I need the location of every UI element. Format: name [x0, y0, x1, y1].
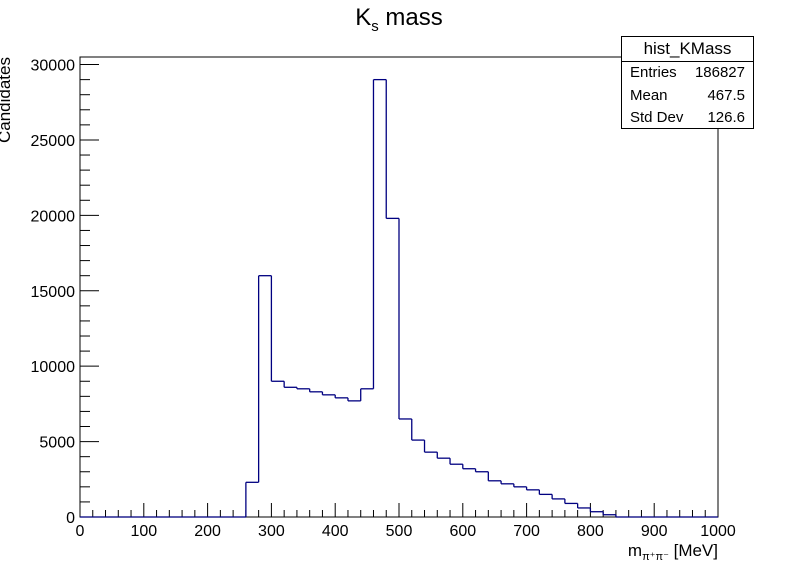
- x-tick-label: 400: [322, 523, 349, 540]
- stats-row-entries: Entries 186827: [630, 64, 745, 81]
- y-tick-label: 20000: [31, 208, 76, 225]
- x-tick-label: 0: [76, 523, 85, 540]
- chart-title: Ks mass: [355, 4, 443, 35]
- x-tick-label: 700: [513, 523, 540, 540]
- x-axis-label: mπ⁺π⁻ [MeV]: [628, 541, 718, 563]
- y-tick-label: 0: [66, 510, 75, 527]
- x-tick-label: 600: [449, 523, 476, 540]
- x-tick-label: 900: [641, 523, 668, 540]
- y-tick-label: 25000: [31, 133, 76, 150]
- stats-row-mean: Mean 467.5: [630, 86, 745, 104]
- x-tick-label: 1000: [700, 523, 736, 540]
- stats-box: hist_KMass Entries 186827 Mean 467.5 Std…: [621, 36, 754, 129]
- x-tick-label: 300: [258, 523, 285, 540]
- stats-row-stddev: Std Dev 126.6: [630, 109, 745, 126]
- x-tick-label: 200: [194, 523, 221, 540]
- y-tick-label: 10000: [31, 359, 76, 376]
- y-axis-label: Candidates: [0, 57, 14, 143]
- x-tick-label: 100: [130, 523, 157, 540]
- y-tick-label: 15000: [31, 284, 76, 301]
- x-tick-label: 500: [386, 523, 413, 540]
- y-tick-label: 5000: [39, 435, 75, 452]
- y-tick-label: 30000: [31, 58, 76, 75]
- stats-box-title: hist_KMass: [622, 37, 753, 62]
- x-tick-label: 800: [577, 523, 604, 540]
